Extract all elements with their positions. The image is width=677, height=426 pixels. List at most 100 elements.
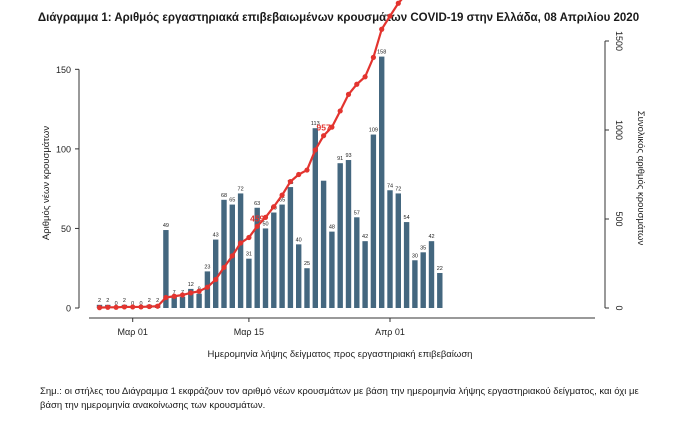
bar: [213, 239, 219, 308]
cumulative-point: [379, 26, 385, 32]
bar: [403, 222, 410, 308]
cumulative-point: [395, 0, 401, 6]
cumulative-value-label: 459: [250, 213, 264, 223]
cumulative-point: [179, 292, 186, 298]
cumulative-point: [238, 240, 244, 246]
cumulative-point: [279, 192, 285, 198]
cumulative-point: [329, 124, 335, 130]
cumulative-point: [113, 304, 119, 310]
bar: [412, 260, 418, 308]
bar-value-label: 42: [362, 234, 368, 240]
cumulative-point: [254, 223, 260, 229]
cumulative-point: [171, 293, 177, 299]
bar-value-label: 63: [254, 201, 260, 207]
bar-value-label: 22: [437, 266, 443, 272]
cumulative-point: [96, 305, 103, 311]
bar-value-label: 93: [345, 153, 351, 159]
y-right-tick-label: 500: [614, 211, 624, 226]
cumulative-point: [204, 284, 210, 290]
cumulative-point: [246, 234, 252, 241]
y-right-tick-label: 1000: [614, 120, 624, 140]
cumulative-point: [130, 304, 136, 310]
y-left-tick-label: 50: [61, 224, 71, 234]
bar: [179, 296, 186, 308]
cumulative-point: [196, 288, 202, 294]
cumulative-value-labels: 4599571884: [250, 123, 331, 224]
bar-value-label: 2: [123, 298, 126, 304]
bar: [221, 199, 227, 308]
cumulative-point: [105, 304, 111, 310]
bar-value-label: 35: [420, 245, 426, 251]
cumulative-point: [188, 290, 194, 296]
bar-value-label: 74: [387, 183, 393, 189]
bar-value-label: 0: [139, 301, 142, 307]
bar: [287, 187, 294, 308]
bar-value-label: 2: [148, 298, 151, 304]
cumulative-point: [121, 304, 127, 310]
bar-value-label: 158: [377, 50, 386, 56]
bar-value-label: 2: [106, 298, 109, 304]
bar: [296, 244, 302, 308]
bar: [312, 128, 318, 308]
bar-value-label: 43: [213, 233, 219, 239]
x-axis-label: Ημερομηνία λήψης δείγματος προς εργαστηρ…: [208, 349, 473, 360]
bar-value-label: 31: [246, 252, 252, 258]
chart-title: Διάγραμμα 1: Αριθμός εργαστηριακά επιβεβ…: [37, 12, 640, 24]
bar: [379, 56, 385, 308]
bar-value-label: 7: [173, 290, 176, 296]
y-right-tick-label: 1500: [614, 31, 624, 51]
x-tick-label: Απρ 01: [375, 327, 405, 337]
cumulative-point: [312, 147, 318, 153]
cumulative-point: [337, 108, 343, 114]
cumulative-value-label: 957: [317, 123, 331, 133]
y-axis-right-label: Συνολικός αριθμός κρουσμάτων: [635, 111, 646, 246]
bar: [262, 228, 269, 308]
bar-value-label: 40: [296, 237, 302, 243]
y-axis-left-label: Αριθμός νέων κρουσμάτων: [41, 126, 52, 240]
bar: [271, 212, 277, 308]
bar: [163, 230, 169, 308]
bar: [354, 217, 360, 308]
cumulative-point: [229, 253, 235, 259]
bar: [362, 241, 368, 308]
bar: [428, 241, 435, 308]
cumulative-point: [138, 304, 144, 310]
x-tick-label: Μαρ 15: [234, 327, 264, 337]
cumulative-point: [345, 91, 352, 97]
bar-value-label: 109: [369, 128, 378, 134]
bar-value-label: 72: [395, 186, 401, 192]
bar: [345, 160, 352, 308]
bar-value-label: 54: [404, 215, 410, 221]
cumulative-point: [163, 294, 169, 301]
cumulative-point: [287, 179, 293, 185]
cumulative-point: [146, 303, 152, 310]
y-left-tick-label: 150: [56, 65, 71, 75]
bar-value-label: 48: [329, 225, 335, 231]
bar-value-label: 65: [229, 198, 235, 204]
bar-value-label: 57: [354, 210, 360, 216]
cumulative-point: [262, 214, 269, 220]
bar-value-label: 42: [428, 234, 434, 240]
bar: [329, 231, 335, 308]
bar-value-label: 65: [279, 198, 285, 204]
bar: [320, 180, 327, 308]
bar: [196, 293, 202, 308]
bar-value-label: 2: [98, 298, 101, 304]
bar: [188, 288, 194, 308]
bar: [437, 272, 443, 308]
cumulative-point: [370, 54, 376, 60]
cumulative-line-series: [96, 0, 403, 311]
cumulative-point: [387, 13, 393, 19]
bar-value-label: 12: [188, 282, 194, 288]
bar: [420, 252, 426, 308]
x-tick-label: Μαρ 01: [118, 327, 148, 337]
cumulative-point: [362, 74, 368, 80]
bar-value-label: 91: [337, 156, 343, 162]
bar: [395, 193, 401, 308]
y-left-tick-label: 100: [56, 144, 71, 154]
y-left-tick-label: 0: [66, 304, 71, 314]
bar-value-label: 0: [131, 301, 134, 307]
bar-value-label: 50: [262, 221, 268, 227]
footnote: Σημ.: οι στήλες του Διάγραμμα 1 εκφράζου…: [40, 386, 639, 411]
